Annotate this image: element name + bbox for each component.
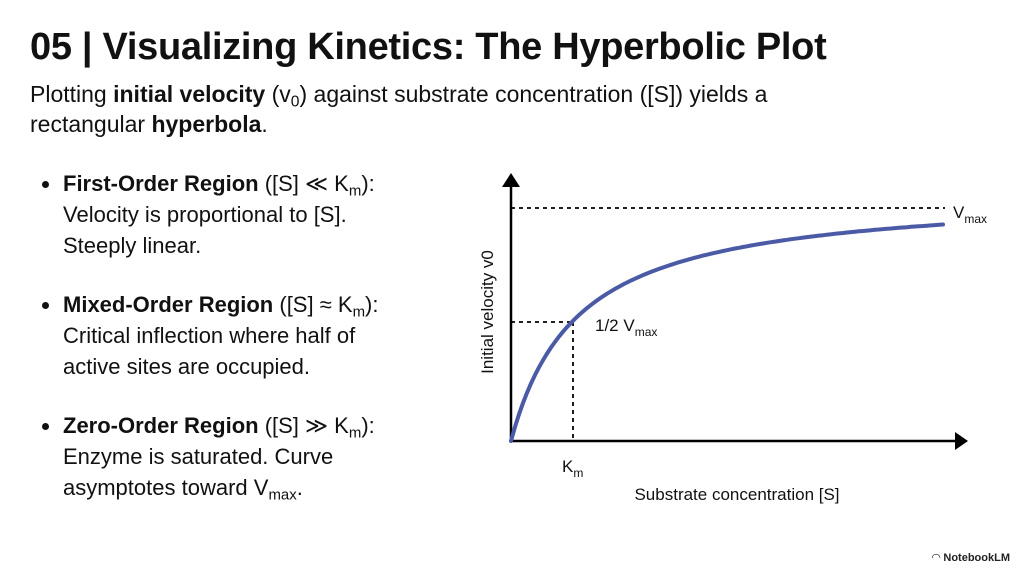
- term: Mixed-Order Region: [63, 292, 274, 317]
- brand: ◠ NotebookLM: [932, 551, 1010, 564]
- text: m: [352, 303, 366, 321]
- text: ):: [361, 171, 375, 196]
- half-vmax-label: 1/2 Vmax: [595, 316, 657, 339]
- arrowhead: [502, 173, 520, 187]
- hyperbola-curve: [509, 222, 945, 443]
- text: max: [268, 486, 297, 504]
- text: ) against substrate concentration ([S]) …: [299, 81, 768, 107]
- subtitle: Plotting initial velocity (v0) against s…: [30, 79, 767, 139]
- term: First-Order Region: [63, 171, 259, 196]
- text: Critical inflection where half of: [63, 323, 356, 348]
- x-axis-label: Substrate concentration [S]: [634, 485, 839, 504]
- term: Zero-Order Region: [63, 413, 259, 438]
- text: Velocity is proportional to [S].: [63, 202, 347, 227]
- bullet: Zero-Order Region ([S] ≫ Km): Enzyme is s…: [38, 410, 458, 503]
- text: .: [296, 475, 303, 500]
- text: .: [261, 111, 268, 137]
- y-axis-label: Initial velocity v0: [478, 250, 497, 374]
- text: 0: [290, 93, 300, 111]
- text: ):: [361, 413, 375, 438]
- text: initial velocity: [113, 81, 266, 107]
- text: max: [635, 325, 658, 339]
- text: Steeply linear.: [63, 233, 202, 258]
- brand-icon: ◠: [931, 552, 944, 564]
- bullet: Mixed-Order Region ([S] ≈ Km): Critical i…: [38, 289, 458, 382]
- text: Plotting: [30, 81, 114, 107]
- text: rectangular: [30, 111, 152, 137]
- bullet-list: First-Order Region ([S] ≪ Km): Velocity i…: [38, 168, 458, 531]
- text: hyperbola: [151, 111, 262, 137]
- brand-text: NotebookLM: [943, 552, 1010, 564]
- text: ([S] ≫ K: [258, 413, 349, 438]
- title: 05 | Visualizing Kinetics: The Hyperboli…: [30, 26, 827, 68]
- text: ([S] ≈ K: [273, 292, 353, 317]
- text: V: [953, 203, 965, 222]
- text: m: [348, 182, 362, 200]
- text: Enzyme is saturated. Curve: [63, 444, 334, 469]
- text: ([S] ≪ K: [258, 171, 349, 196]
- text: 1/2 V: [595, 316, 635, 335]
- text: K: [562, 457, 574, 476]
- km-label: Km: [562, 457, 583, 480]
- text: m: [573, 466, 583, 480]
- text: (v: [265, 81, 291, 107]
- arrowhead: [955, 432, 968, 450]
- text: ):: [365, 292, 379, 317]
- text: active sites are occupied.: [63, 354, 311, 379]
- vmax-label: Vmax: [953, 203, 987, 226]
- text: m: [348, 424, 362, 442]
- bullet: First-Order Region ([S] ≪ Km): Velocity i…: [38, 168, 458, 261]
- text: asymptotes toward V: [63, 475, 269, 500]
- text: max: [964, 212, 987, 226]
